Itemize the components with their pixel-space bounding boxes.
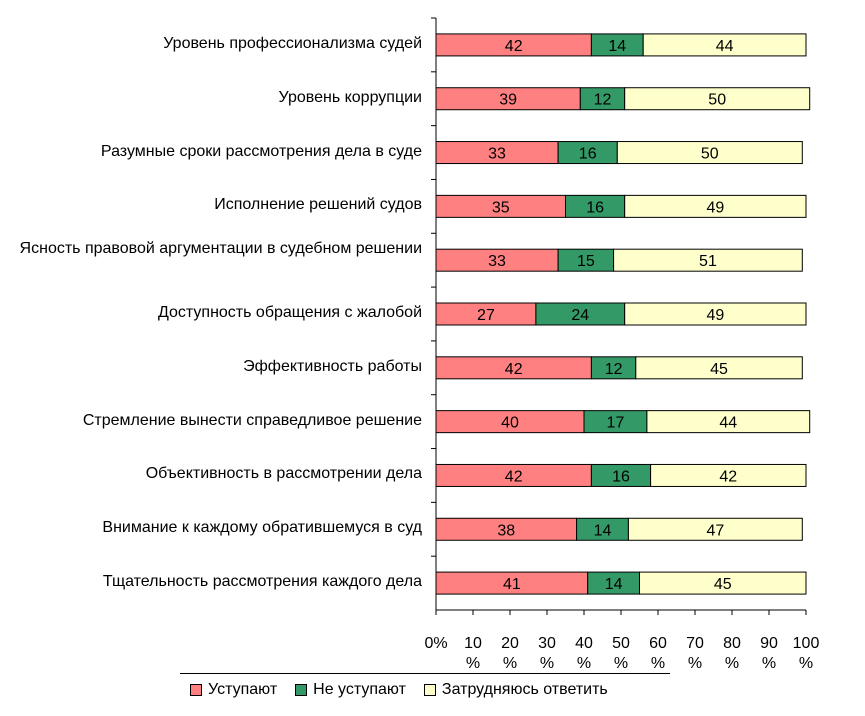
data-label: 14 (594, 522, 612, 539)
data-label: 40 (501, 415, 519, 432)
x-tick-label: 90% (760, 635, 778, 672)
bar-segment (646, 410, 811, 434)
x-tick-label: 80% (723, 635, 741, 672)
data-label: 12 (594, 92, 612, 109)
category-label: Объективность в рассмотрении дела (145, 465, 422, 483)
data-label: 41 (503, 576, 521, 593)
data-label: 16 (586, 199, 604, 216)
axis-group: 0% 10 % 20 % 30 % 40 % 50 % 60 % 70 % 80 % 90 % 100% (424, 17, 820, 672)
data-label: 49 (706, 307, 724, 324)
x-tick-label: 30% (538, 635, 556, 672)
x-tick-label: 0% (424, 635, 447, 652)
data-label: 24 (571, 307, 589, 324)
data-label: 50 (708, 92, 726, 109)
category-label: Ясность правовой аргументации в судебном… (19, 240, 422, 258)
data-label: 51 (699, 253, 717, 270)
data-label: 42 (505, 468, 523, 485)
data-label: 47 (706, 522, 724, 539)
category-label: Тщательность рассмотрения каждого дела (102, 573, 422, 591)
bar-segment (616, 141, 803, 165)
bar-segment (613, 248, 803, 272)
legend-item: Уступают (190, 681, 277, 699)
data-label: 16 (612, 468, 630, 485)
data-label: 45 (714, 576, 732, 593)
category-label: Разумные сроки рассмотрения дела в суде (100, 142, 422, 160)
category-label: Уровень коррупции (278, 88, 422, 106)
data-label: 42 (505, 361, 523, 378)
bar-segment (642, 33, 807, 57)
legend-label: Не уступают (313, 681, 406, 698)
bar-segment (650, 463, 807, 487)
data-label: 27 (477, 307, 495, 324)
data-label: 38 (497, 522, 515, 539)
x-tick-label: 60% (649, 635, 667, 672)
category-label: Эффективность работы (243, 357, 422, 375)
data-label: 50 (701, 146, 719, 163)
data-label: 16 (579, 146, 597, 163)
legend-item: Не уступают (295, 681, 406, 699)
x-tick-label: 20% (501, 635, 519, 672)
category-label: Стремление вынести справедливое решение (82, 411, 422, 429)
x-tick-label: 50% (612, 635, 630, 672)
data-label: 42 (719, 468, 737, 485)
data-label: 35 (492, 199, 510, 216)
data-label: 44 (719, 415, 737, 432)
bar-segment (627, 517, 803, 541)
data-label: 45 (710, 361, 728, 378)
bar-segment (624, 194, 807, 218)
legend: Уступают Не уступают Затрудняюсь ответить (190, 680, 626, 700)
legend-swatch (295, 684, 308, 696)
x-tick-label: 70% (686, 635, 704, 672)
legend-swatch (423, 684, 436, 696)
x-tick-label: 10% (464, 635, 482, 672)
x-tick-label: 40% (575, 635, 593, 672)
legend-label: Затрудняюсь ответить (441, 681, 608, 698)
data-label: 33 (488, 253, 506, 270)
data-label: 15 (577, 253, 595, 270)
data-label: 39 (499, 92, 517, 109)
category-label: Исполнение решений судов (214, 196, 422, 214)
category-label: Уровень профессионализма судей (163, 34, 422, 52)
data-label: 17 (607, 415, 625, 432)
bar-segment (639, 571, 807, 595)
category-label: Внимание к каждому обратившемуся в суд (102, 519, 422, 537)
bar-segment (624, 87, 811, 111)
bar-segment (635, 356, 803, 380)
category-label: Доступность обращения с жалобой (157, 304, 422, 321)
legend-label: Уступают (208, 681, 278, 698)
legend-item: Затрудняюсь ответить (423, 681, 608, 699)
data-label: 14 (608, 38, 626, 55)
legend-swatch (190, 684, 202, 696)
x-tick-label: 100% (793, 635, 820, 672)
data-label: 44 (716, 38, 734, 55)
bars-group: 42 14 44 39 12 50 33 16 50 35 16 49 33 15 51 27 24 49 42 12… (435, 33, 811, 595)
data-label: 12 (605, 361, 623, 378)
data-label: 14 (605, 576, 623, 593)
legend-divider (180, 673, 670, 674)
data-label: 49 (706, 199, 724, 216)
data-label: 33 (488, 146, 506, 163)
data-label: 42 (505, 38, 523, 55)
bar-segment (624, 302, 807, 326)
